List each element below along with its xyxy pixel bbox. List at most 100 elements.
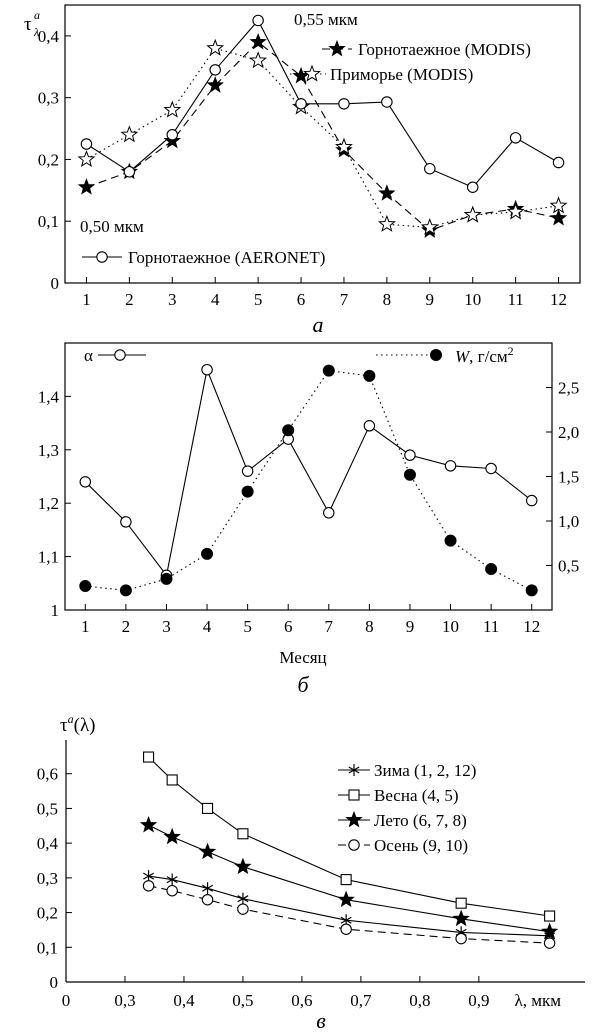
panel-c-point-1 — [455, 897, 467, 909]
panel-b-series — [79, 363, 538, 597]
panel-a-series-line-2 — [86, 19, 559, 188]
panel-a-series-line-1 — [86, 47, 559, 228]
panel-c-legend-0-marker — [348, 764, 360, 776]
panel-c-xtick-label: 0,9 — [468, 991, 489, 1010]
panel-a-point-2 — [552, 156, 565, 169]
panel-b-point-1 — [282, 424, 295, 437]
panel-b-point-0 — [201, 363, 213, 376]
panel-a-point-0 — [249, 32, 267, 50]
panel-c-ytick-label: 0,5 — [37, 799, 58, 818]
panel-b-ytick-right-label: 2,0 — [558, 423, 579, 442]
panel-a-ytick-label: 0,2 — [38, 150, 59, 169]
panel-a-letter: а — [313, 312, 324, 337]
panel-a-legend: Горнотаежное (MODIS) Приморье (MODIS) Горн… — [82, 39, 531, 267]
panel-a-point-1 — [249, 51, 268, 69]
panel-b-point-0 — [404, 449, 416, 461]
panel-a-legend-0-marker — [328, 39, 346, 57]
panel-c-point-3 — [142, 880, 155, 892]
panel-a-xtick-label: 4 — [211, 290, 220, 309]
panel-b-xtick-label: 8 — [365, 617, 374, 636]
panel-b-point-0 — [79, 476, 92, 488]
panel-c-point-1 — [166, 774, 178, 786]
panel-b-ytick-right-label: 1,5 — [558, 468, 579, 487]
panel-b-point-1 — [241, 485, 254, 498]
panel-c-ytick-label: 0 — [50, 973, 59, 992]
panel-a-xtick-label: 11 — [507, 290, 523, 309]
panel-b-point-1 — [485, 563, 498, 576]
panel-c-point-1 — [143, 751, 155, 763]
panel-c-ticks: 0 0,3 0,4 0,5 0,6 0,7 0,8 0,9 λ, мкм 0 0,1 0,2 0,3 0,… — [37, 765, 562, 1010]
panel-a-legend-label-2: Горнотаежное (AERONET) — [128, 248, 325, 267]
panel-a-ylabel: τ a λ — [24, 8, 40, 39]
panel-a-ylabel-base: τ — [24, 14, 32, 35]
panel-b-point-1 — [525, 584, 538, 597]
panel-a-point-0 — [77, 178, 96, 195]
panel-c-legend-label-2: Лето (6, 7, 8) — [374, 811, 467, 830]
panel-c-legend-2-marker — [345, 810, 363, 828]
panel-a-point-2 — [295, 98, 307, 110]
panel-c-point-1 — [201, 802, 214, 814]
panel-b-ticks: 1 2 3 4 5 6 7 8 9 10 11 1211,11,21,31,40,51,01,52,0… — [38, 379, 580, 637]
panel-c-point-2 — [337, 890, 355, 908]
panel-a-xtick-label: 1 — [82, 290, 91, 309]
panel-b-legend-0-marker — [114, 349, 126, 361]
panel-c-xtick-label: 0,4 — [173, 991, 195, 1010]
panel-b-point-1 — [160, 572, 173, 585]
panel-c-point-3 — [543, 937, 556, 949]
panel-c-point-2 — [198, 842, 217, 860]
panel-a-legend-1-marker — [303, 64, 321, 82]
panel-c-series — [139, 751, 559, 949]
panel-c-xtick-label: 0,6 — [291, 991, 312, 1010]
panel-a-xtick-label: 7 — [340, 290, 349, 309]
panel-a-point-0 — [378, 184, 396, 201]
panel-a-point-1 — [120, 125, 139, 143]
panel-a-point-1 — [377, 214, 396, 232]
panel-a-ytick-label: 0,4 — [38, 27, 60, 46]
panel-c-xtick-label: 0,7 — [350, 991, 372, 1010]
panel-c-xtick-label: λ, мкм — [515, 991, 562, 1010]
panel-c-xtick-label: 0,8 — [409, 991, 430, 1010]
panel-c-point-1 — [237, 828, 249, 840]
panel-b-point-0 — [363, 420, 376, 432]
panel-a-point-2 — [209, 64, 221, 76]
panel-c-point-3 — [201, 893, 214, 906]
panel-a-xtick-label: 12 — [550, 290, 567, 309]
panel-a-series-line-0 — [86, 41, 559, 232]
panel-b-legend-label-0: α — [84, 346, 93, 365]
panel-a-xtick-label: 2 — [125, 290, 134, 309]
panel-c-ytick-label: 0,3 — [37, 869, 58, 888]
panel-c-ylabel: τa(λ) — [60, 712, 96, 736]
panel-a-annotation-050: 0,50 мкм — [80, 217, 144, 236]
panel-b-xtick-label: 1 — [81, 617, 90, 636]
panel-a-xtick-label: 3 — [168, 290, 177, 309]
panel-a-frame — [64, 4, 581, 284]
panel-c-ytick-label: 0,4 — [37, 834, 59, 853]
panel-b-legend-1-marker — [430, 349, 442, 361]
panel-c-point-2 — [139, 815, 158, 833]
panel-c-ytick-label: 0,6 — [37, 765, 58, 784]
panel-a-xtick-label: 6 — [297, 290, 306, 309]
panel-c-series-line-1 — [148, 756, 550, 917]
panel-b-ytick-right-label: 1,0 — [558, 512, 579, 531]
panel-a-xtick-label: 5 — [254, 290, 263, 309]
panel-c-point-3 — [455, 932, 467, 945]
panel-b-ytick-left-label: 1,2 — [38, 494, 59, 513]
panel-c-legend-label-1: Весна (4, 5) — [374, 786, 459, 805]
panel-b-legend: α W, г/см2 — [84, 344, 514, 366]
panel-a-point-2 — [80, 138, 93, 150]
panel-c-point-2 — [540, 922, 559, 940]
panel-b-point-1 — [403, 468, 416, 481]
panel-a-point-1 — [463, 205, 482, 223]
panel-b-point-0 — [120, 516, 132, 528]
panel-b-point-1 — [79, 579, 92, 592]
panel-b-xtick-label: 5 — [243, 617, 252, 636]
panel-a-ytick-label: 0,3 — [38, 89, 59, 108]
panel-b-series-line-1 — [85, 370, 532, 591]
panel-c-point-0 — [202, 882, 214, 895]
panel-a-point-0 — [549, 209, 568, 226]
panel-b-xtick-label: 9 — [406, 617, 415, 636]
panel-b-ytick-left-label: 1,3 — [38, 441, 59, 460]
panel-c-xtick-label: 0,5 — [232, 991, 253, 1010]
panel-c: 0 0,3 0,4 0,5 0,6 0,7 0,8 0,9 λ, мкм 0 0,1 0,2 0,3 0,… — [37, 712, 585, 1033]
